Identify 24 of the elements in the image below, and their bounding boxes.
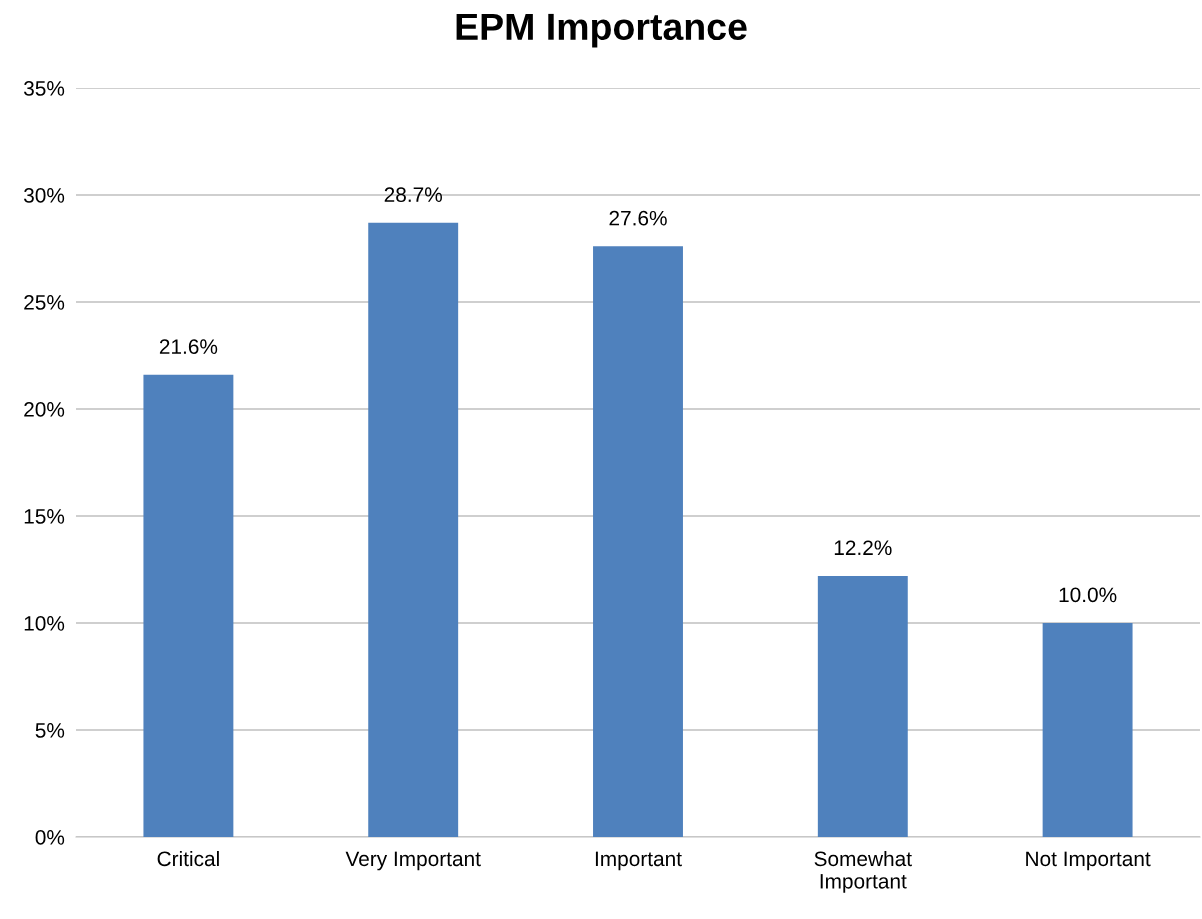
- x-tick-label: Critical: [157, 850, 219, 867]
- data-label: 21.6%: [159, 339, 218, 354]
- x-tick-label: Important: [595, 851, 682, 871]
- data-label: 27.6%: [609, 210, 667, 226]
- data-label: 10.0%: [1059, 587, 1117, 603]
- data-label: 28.7%: [384, 187, 442, 203]
- chart-title: EPM Importance: [456, 13, 747, 48]
- y-tick-label: 25%: [24, 295, 65, 310]
- y-tick-label: 30%: [23, 188, 65, 203]
- x-tick-label: Somewhat Important: [814, 850, 912, 893]
- bar: [143, 374, 234, 837]
- bar: [817, 575, 908, 837]
- y-tick-label: 5%: [35, 723, 65, 738]
- bar: [593, 246, 683, 837]
- data-label: 12.2%: [834, 540, 892, 556]
- bar: [368, 222, 459, 837]
- y-tick-label: 35%: [23, 81, 65, 96]
- y-tick-label: 20%: [24, 402, 65, 417]
- y-tick-label: 10%: [24, 616, 65, 631]
- y-tick-label: 0%: [35, 830, 65, 845]
- x-tick-label: Not Important: [1026, 851, 1151, 871]
- x-tick-label: Very Important: [345, 851, 481, 871]
- bar: [1042, 623, 1133, 837]
- y-tick-label: 15%: [24, 509, 65, 524]
